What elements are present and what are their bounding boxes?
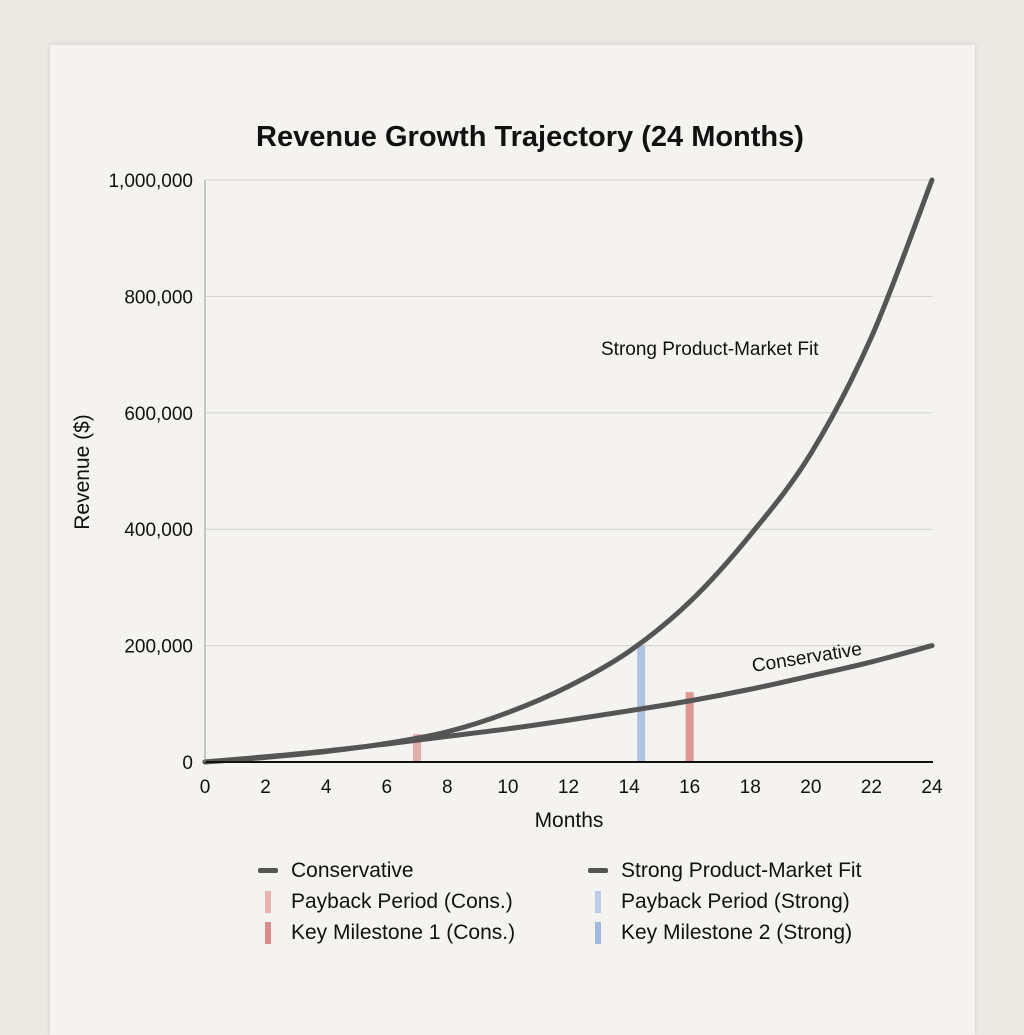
x-tick-label: 2 [260,777,271,798]
bar-swatch-icon [595,921,601,944]
legend-item-conservative: Conservative [258,857,588,884]
legend-item-milestone2: Key Milestone 2 (Strong) [588,919,878,946]
line-swatch-icon [588,868,608,873]
marker-bar [413,734,422,762]
paper-card [50,45,975,1035]
y-tick-label: 1,000,000 [108,171,193,192]
x-tick-label: 18 [740,777,761,798]
chart-title: Revenue Growth Trajectory (24 Months) [256,121,804,153]
x-tick-label: 16 [679,777,700,798]
bar-swatch-icon [265,890,271,913]
x-tick-label: 4 [321,777,332,798]
legend-item-payback-strong: Payback Period (Strong) [588,888,878,915]
bar-swatch-icon [595,890,601,913]
x-axis-label: Months [535,809,604,832]
x-tick-label: 8 [442,777,453,798]
y-tick-label: 200,000 [124,637,193,658]
x-tick-label: 20 [800,777,821,798]
legend-item-strong: Strong Product-Market Fit [588,857,878,884]
line-swatch-icon [258,868,278,873]
marker-bar [685,692,694,762]
x-tick-label: 24 [921,777,943,798]
bar-swatch-icon [265,921,271,944]
legend-item-milestone1: Key Milestone 1 (Cons.) [258,919,588,946]
x-tick-label: 0 [200,777,211,798]
y-tick-label: 0 [182,753,193,774]
y-axis-label: Revenue ($) [71,414,94,530]
y-tick-label: 800,000 [124,287,193,308]
legend: Conservative Strong Product-Market Fit P… [258,857,878,946]
annotation-conservative: Conservative [750,639,863,677]
x-tick-label: 10 [497,777,518,798]
x-tick-label: 6 [381,777,392,798]
annotation-strong: Strong Product-Market Fit [601,339,819,360]
x-tick-label: 14 [619,777,641,798]
legend-item-payback-cons: Payback Period (Cons.) [258,888,588,915]
marker-bar [637,645,646,762]
x-tick-label: 12 [558,777,579,798]
series-line-strong-product-market-fit [202,177,935,765]
y-tick-label: 400,000 [124,520,193,541]
x-tick-label: 22 [861,777,882,798]
y-tick-label: 600,000 [124,404,193,425]
